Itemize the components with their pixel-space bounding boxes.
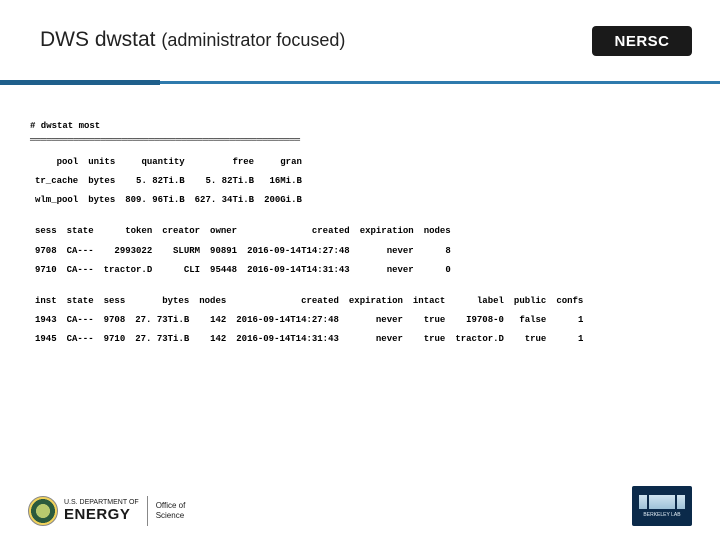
command-underline: ════════════════════════════════════════…: [30, 132, 690, 149]
col-expiration: expiration: [355, 222, 419, 241]
col-creator: creator: [157, 222, 205, 241]
col-created: created: [242, 222, 355, 241]
sess-table: sess state token creator owner created e…: [30, 222, 456, 279]
doe-energy-label: ENERGY: [64, 507, 139, 524]
col-state: state: [62, 292, 99, 311]
col-intact: intact: [408, 292, 450, 311]
col-sess: sess: [30, 222, 62, 241]
col-bytes: bytes: [130, 292, 194, 311]
lab-label: BERKELEY LAB: [643, 512, 680, 518]
doe-text: U.S. DEPARTMENT OF ENERGY: [64, 499, 139, 523]
col-token: token: [99, 222, 158, 241]
title-sub: (administrator focused): [161, 30, 345, 50]
table-row: 1943 CA--- 9708 27. 73Ti.B 142 2016-09-1…: [30, 311, 588, 330]
office-of-science: Office of Science: [156, 501, 186, 520]
table-header-row: sess state token creator owner created e…: [30, 222, 456, 241]
sess-block: sess state token creator owner created e…: [30, 222, 690, 279]
col-label: label: [450, 292, 509, 311]
col-confs: confs: [551, 292, 588, 311]
table-header-row: inst state sess bytes nodes created expi…: [30, 292, 588, 311]
col-nodes: nodes: [194, 292, 231, 311]
table-row: wlm_pool bytes 809. 96Ti.B 627. 34Ti.B 2…: [30, 191, 307, 210]
col-free: free: [190, 153, 259, 172]
doe-seal-icon: [28, 496, 58, 526]
col-gran: gran: [259, 153, 307, 172]
header-rule: [0, 80, 720, 98]
nersc-logo-text: NERSC: [614, 33, 669, 50]
col-quantity: quantity: [120, 153, 189, 172]
table-header-row: pool units quantity free gran: [30, 153, 307, 172]
col-public: public: [509, 292, 551, 311]
inst-block: inst state sess bytes nodes created expi…: [30, 292, 690, 349]
col-state: state: [62, 222, 99, 241]
terminal-content: # dwstat most ══════════════════════════…: [0, 98, 720, 349]
table-row: 9708 CA--- 2993022 SLURM 90891 2016-09-1…: [30, 242, 456, 261]
pool-table: pool units quantity free gran tr_cache b…: [30, 153, 307, 210]
nersc-logo: NERSC: [592, 26, 692, 56]
col-sess: sess: [99, 292, 131, 311]
berkeley-lab-logo: BERKELEY LAB: [632, 486, 692, 526]
col-nodes: nodes: [419, 222, 456, 241]
rule-thin: [160, 81, 720, 84]
table-row: tr_cache bytes 5. 82Ti.B 5. 82Ti.B 16Mi.…: [30, 172, 307, 191]
col-created: created: [231, 292, 344, 311]
inst-table: inst state sess bytes nodes created expi…: [30, 292, 588, 349]
lab-building-icon: [649, 495, 675, 509]
pool-block: pool units quantity free gran tr_cache b…: [30, 153, 690, 210]
col-pool: pool: [30, 153, 83, 172]
col-owner: owner: [205, 222, 242, 241]
doe-logo: U.S. DEPARTMENT OF ENERGY Office of Scie…: [28, 496, 185, 526]
footer-divider: [147, 496, 148, 526]
rule-thick: [0, 80, 160, 85]
table-row: 9710 CA--- tractor.D CLI 95448 2016-09-1…: [30, 261, 456, 280]
title-main: DWS dwstat: [40, 28, 161, 51]
col-units: units: [83, 153, 120, 172]
col-inst: inst: [30, 292, 62, 311]
table-row: 1945 CA--- 9710 27. 73Ti.B 142 2016-09-1…: [30, 330, 588, 349]
slide-header: DWS dwstat (administrator focused) NERSC: [0, 0, 720, 78]
col-expiration: expiration: [344, 292, 408, 311]
slide-footer: U.S. DEPARTMENT OF ENERGY Office of Scie…: [0, 484, 720, 530]
